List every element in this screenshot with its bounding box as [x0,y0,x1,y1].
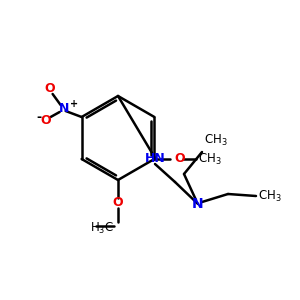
Text: O: O [44,82,55,95]
Text: HN: HN [145,152,165,164]
Text: +: + [70,99,78,109]
Text: N: N [58,103,69,116]
Text: H$_3$C: H$_3$C [90,220,114,236]
Text: N: N [192,197,204,211]
Text: CH$_3$: CH$_3$ [198,152,222,166]
Text: -: - [36,110,41,124]
Text: O: O [40,115,51,128]
Text: CH$_3$: CH$_3$ [204,133,228,148]
Text: O: O [174,152,185,166]
Text: O: O [113,196,123,208]
Text: CH$_3$: CH$_3$ [258,188,282,203]
